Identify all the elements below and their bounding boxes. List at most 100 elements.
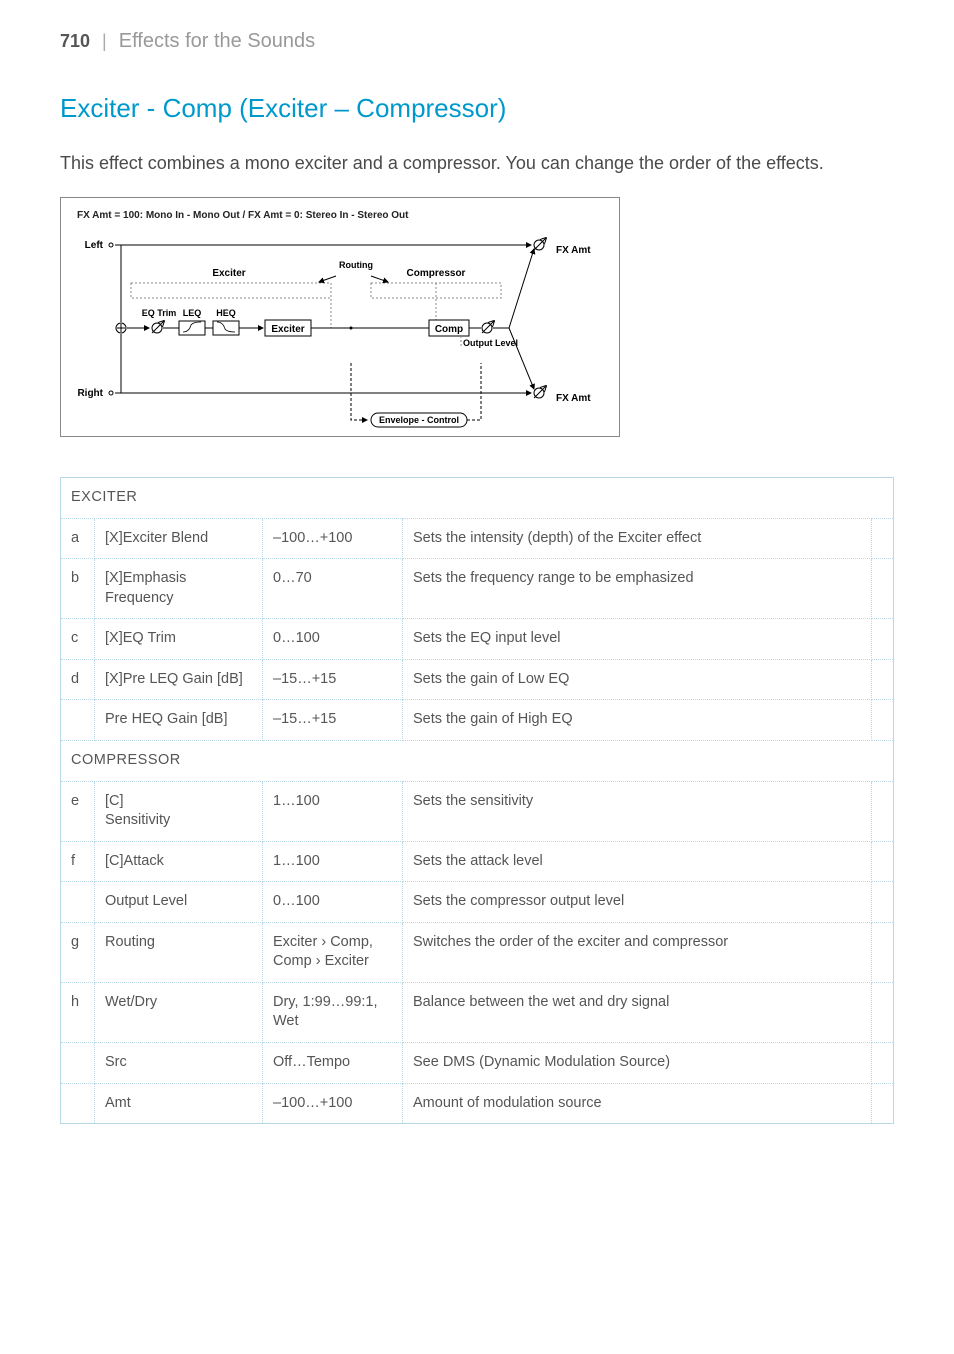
table-section-header: EXCITER — [61, 478, 894, 519]
param-name: [X]Emphasis Frequency — [95, 559, 263, 619]
label-heq: HEQ — [216, 308, 236, 318]
param-range: 1…100 — [263, 781, 403, 841]
param-description: Sets the frequency range to be emphasize… — [403, 559, 872, 619]
param-extra — [872, 982, 894, 1042]
param-range: 0…100 — [263, 882, 403, 923]
param-extra — [872, 882, 894, 923]
label-comp-box: Comp — [435, 324, 463, 335]
param-range: 0…100 — [263, 619, 403, 660]
param-name: [C]Attack — [95, 841, 263, 882]
param-description: Sets the intensity (depth) of the Excite… — [403, 518, 872, 559]
param-description: Sets the sensitivity — [403, 781, 872, 841]
table-row: Amt–100…+100Amount of modulation source — [61, 1083, 894, 1124]
table-row: hWet/DryDry, 1:99…99:1, WetBalance betwe… — [61, 982, 894, 1042]
param-description: Sets the attack level — [403, 841, 872, 882]
label-fx-amt-bot: FX Amt — [556, 393, 591, 404]
param-range: –100…+100 — [263, 518, 403, 559]
table-row: Output Level0…100Sets the compressor out… — [61, 882, 894, 923]
table-row: Pre HEQ Gain [dB]–15…+15Sets the gain of… — [61, 700, 894, 741]
param-name: Routing — [95, 922, 263, 982]
table-row: f[C]Attack1…100Sets the attack level — [61, 841, 894, 882]
param-range: 0…70 — [263, 559, 403, 619]
param-range: –15…+15 — [263, 659, 403, 700]
param-index — [61, 1083, 95, 1124]
param-index: d — [61, 659, 95, 700]
param-index — [61, 882, 95, 923]
param-extra — [872, 518, 894, 559]
parameter-table: EXCITERa[X]Exciter Blend–100…+100Sets th… — [60, 477, 894, 1124]
table-row: SrcOff…TempoSee DMS (Dynamic Modulation … — [61, 1043, 894, 1084]
fx-amt-knob-bot — [534, 386, 546, 398]
param-index — [61, 700, 95, 741]
diagram-svg: Left FX Amt Exciter Routing Compressor — [61, 198, 621, 438]
param-range: –100…+100 — [263, 1083, 403, 1124]
table-row: d[X]Pre LEQ Gain [dB]–15…+15Sets the gai… — [61, 659, 894, 700]
sum-node-icon — [116, 323, 126, 333]
param-index: h — [61, 982, 95, 1042]
table-row: e[C] Sensitivity1…100Sets the sensitivit… — [61, 781, 894, 841]
page-divider: | — [102, 31, 107, 52]
table-row: b[X]Emphasis Frequency0…70Sets the frequ… — [61, 559, 894, 619]
param-extra — [872, 559, 894, 619]
param-description: See DMS (Dynamic Modulation Source) — [403, 1043, 872, 1084]
param-description: Balance between the wet and dry signal — [403, 982, 872, 1042]
param-index: e — [61, 781, 95, 841]
table-row: gRoutingExciter › Comp, Comp › ExciterSw… — [61, 922, 894, 982]
param-range: Dry, 1:99…99:1, Wet — [263, 982, 403, 1042]
effect-description: This effect combines a mono exciter and … — [60, 150, 894, 177]
param-extra — [872, 841, 894, 882]
label-right: Right — [77, 388, 103, 399]
label-fx-amt-top: FX Amt — [556, 245, 591, 256]
page-number: 710 — [60, 31, 90, 52]
param-index: c — [61, 619, 95, 660]
param-description: Switches the order of the exciter and co… — [403, 922, 872, 982]
fx-amt-knob-top — [534, 238, 546, 250]
label-exciter-box: Exciter — [271, 324, 304, 335]
param-index: f — [61, 841, 95, 882]
page-section-title: Effects for the Sounds — [119, 30, 315, 53]
table-section-header: COMPRESSOR — [61, 740, 894, 781]
param-range: –15…+15 — [263, 700, 403, 741]
table-row: c[X]EQ Trim0…100Sets the EQ input level — [61, 619, 894, 660]
output-level-knob-icon — [482, 321, 494, 333]
param-extra — [872, 1083, 894, 1124]
param-description: Amount of modulation source — [403, 1083, 872, 1124]
param-range: Exciter › Comp, Comp › Exciter — [263, 922, 403, 982]
param-range: Off…Tempo — [263, 1043, 403, 1084]
param-extra — [872, 1043, 894, 1084]
param-name: [C] Sensitivity — [95, 781, 263, 841]
label-envelope: Envelope - Control — [379, 415, 459, 425]
page-header: 710 | Effects for the Sounds — [60, 30, 894, 53]
param-index — [61, 1043, 95, 1084]
label-eq-trim: EQ Trim — [142, 308, 177, 318]
param-index: a — [61, 518, 95, 559]
eq-trim-knob-icon — [152, 321, 164, 333]
param-name: Pre HEQ Gain [dB] — [95, 700, 263, 741]
label-routing: Routing — [339, 260, 373, 270]
param-name: [X]Exciter Blend — [95, 518, 263, 559]
param-extra — [872, 659, 894, 700]
param-extra — [872, 619, 894, 660]
param-name: [X]Pre LEQ Gain [dB] — [95, 659, 263, 700]
param-description: Sets the EQ input level — [403, 619, 872, 660]
param-index: g — [61, 922, 95, 982]
param-range: 1…100 — [263, 841, 403, 882]
signal-flow-diagram: FX Amt = 100: Mono In - Mono Out / FX Am… — [60, 197, 620, 437]
param-extra — [872, 922, 894, 982]
param-description: Sets the gain of Low EQ — [403, 659, 872, 700]
param-description: Sets the gain of High EQ — [403, 700, 872, 741]
label-compressor-top: Compressor — [407, 268, 466, 279]
param-extra — [872, 700, 894, 741]
param-name: Amt — [95, 1083, 263, 1124]
param-index: b — [61, 559, 95, 619]
param-extra — [872, 781, 894, 841]
param-name: Output Level — [95, 882, 263, 923]
label-left: Left — [85, 240, 104, 251]
label-exciter-top: Exciter — [212, 268, 245, 279]
param-description: Sets the compressor output level — [403, 882, 872, 923]
table-row: a[X]Exciter Blend–100…+100Sets the inten… — [61, 518, 894, 559]
label-leq: LEQ — [183, 308, 202, 318]
label-output-level: Output Level — [463, 338, 518, 348]
param-name: Wet/Dry — [95, 982, 263, 1042]
param-name: [X]EQ Trim — [95, 619, 263, 660]
